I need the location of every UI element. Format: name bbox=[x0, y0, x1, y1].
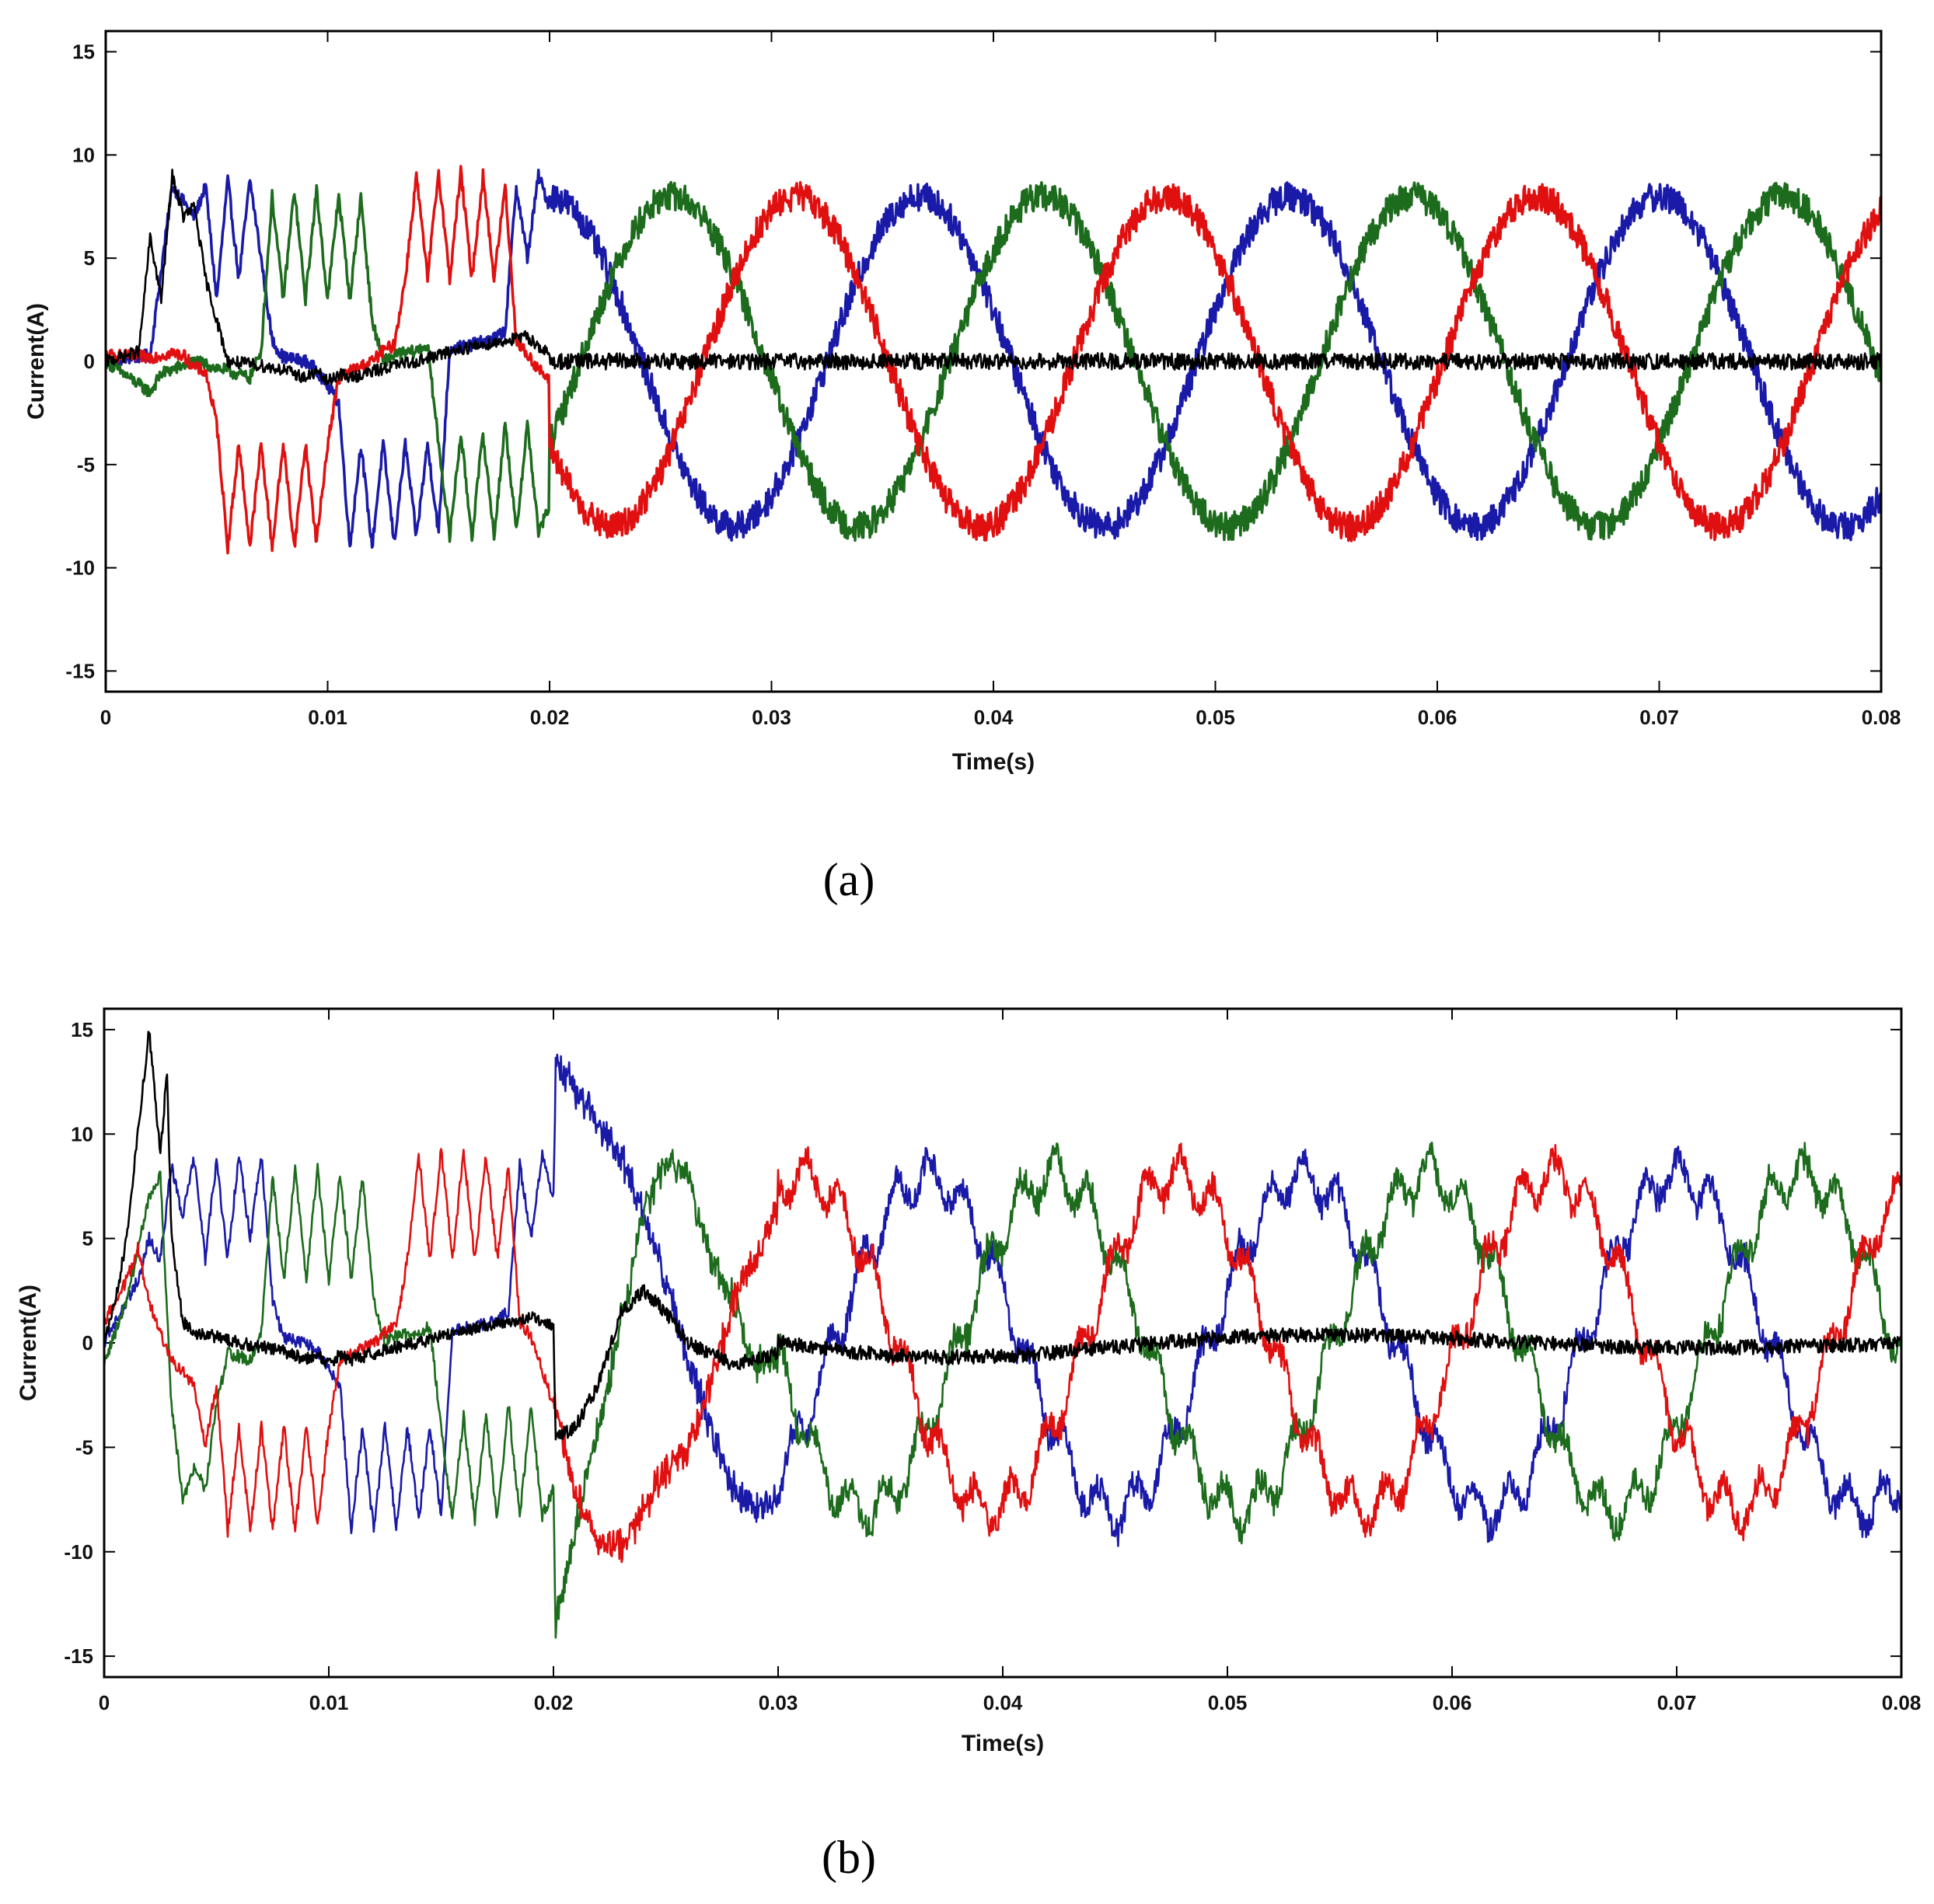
chart-b-y-tick-label: 15 bbox=[71, 1018, 93, 1041]
chart-a-x-tick-label: 0.01 bbox=[308, 706, 347, 729]
chart-a-y-tick-label: 10 bbox=[72, 143, 95, 166]
chart-b-x-tick-label: 0.06 bbox=[1433, 1691, 1472, 1714]
chart-a-x-tick-label: 0.07 bbox=[1639, 706, 1679, 729]
chart-a-x-tick-label: 0.06 bbox=[1418, 706, 1457, 729]
chart-a-ticks: 0 0.01 0.02 0.03 0.04 0.05 0.06 0.07 0.08 -15 -10 -… bbox=[65, 31, 1901, 729]
chart-a-plot-frame bbox=[104, 30, 1883, 693]
chart-a-series-neutral bbox=[106, 169, 1881, 386]
chart-b-series-phase-3 bbox=[104, 1142, 1901, 1564]
chart-b-y-tick-label: -5 bbox=[75, 1435, 93, 1459]
chart-b-x-tick-label: 0.04 bbox=[983, 1691, 1023, 1714]
chart-b-x-tick-label: 0 bbox=[99, 1691, 110, 1714]
chart-b-y-tick-label: -15 bbox=[64, 1644, 93, 1668]
chart-a-x-axis-label: Time(s) bbox=[952, 749, 1035, 775]
chart-b-series-phase-1 bbox=[104, 1053, 1901, 1547]
chart-a-series-phase-3 bbox=[106, 165, 1881, 555]
chart-panel-a: 0 0.01 0.02 0.03 0.04 0.05 0.06 0.07 0.08 -15 -10 -… bbox=[23, 30, 1901, 905]
chart-b-series bbox=[104, 1030, 1901, 1639]
chart-a-y-tick-label: -5 bbox=[77, 453, 95, 476]
chart-a-y-tick-label: 15 bbox=[72, 40, 95, 64]
chart-a-y-tick-label: 5 bbox=[84, 246, 95, 270]
chart-a-series bbox=[106, 165, 1881, 555]
chart-a-x-tick-label: 0.05 bbox=[1196, 706, 1235, 729]
chart-b-y-tick-label: -10 bbox=[64, 1540, 93, 1564]
chart-b-y-tick-label: 10 bbox=[71, 1122, 93, 1146]
chart-a-x-tick-label: 0.04 bbox=[974, 706, 1014, 729]
chart-a-caption: (a) bbox=[823, 854, 875, 905]
chart-b-x-tick-label: 0.07 bbox=[1657, 1691, 1697, 1714]
chart-a-y-axis-label: Current(A) bbox=[23, 303, 49, 420]
chart-panel-b: 0 0.01 0.02 0.03 0.04 0.05 0.06 0.07 0.08 -15 -10 -… bbox=[16, 1007, 1921, 1883]
chart-a-x-tick-label: 0 bbox=[100, 706, 111, 729]
chart-a-series-phase-2 bbox=[106, 180, 1881, 543]
chart-a-series-phase-1 bbox=[106, 168, 1881, 549]
chart-b-x-tick-label: 0.03 bbox=[759, 1691, 798, 1714]
chart-b-plot-frame bbox=[103, 1007, 1903, 1679]
chart-a-y-tick-label: 0 bbox=[84, 350, 95, 373]
chart-b-y-axis-label: Current(A) bbox=[16, 1285, 41, 1401]
chart-b-caption: (b) bbox=[822, 1832, 876, 1883]
chart-b-x-tick-label: 0.01 bbox=[309, 1691, 349, 1714]
chart-b-series-phase-2 bbox=[104, 1141, 1901, 1639]
chart-b-series-neutral bbox=[104, 1030, 1901, 1441]
chart-a-x-tick-label: 0.08 bbox=[1862, 706, 1901, 729]
chart-a-x-tick-label: 0.03 bbox=[752, 706, 791, 729]
chart-a-y-tick-label: -15 bbox=[65, 659, 95, 682]
chart-b-ticks: 0 0.01 0.02 0.03 0.04 0.05 0.06 0.07 0.08 -15 -10 -… bbox=[64, 1009, 1921, 1714]
chart-b-x-tick-label: 0.08 bbox=[1882, 1691, 1922, 1714]
chart-b-y-tick-label: 5 bbox=[82, 1227, 93, 1250]
chart-a-x-tick-label: 0.02 bbox=[530, 706, 570, 729]
chart-b-y-tick-label: 0 bbox=[82, 1331, 93, 1355]
chart-b-x-tick-label: 0.02 bbox=[534, 1691, 574, 1714]
chart-a-y-tick-label: -10 bbox=[65, 556, 95, 580]
chart-b-x-axis-label: Time(s) bbox=[962, 1731, 1044, 1756]
chart-b-x-tick-label: 0.05 bbox=[1208, 1691, 1248, 1714]
